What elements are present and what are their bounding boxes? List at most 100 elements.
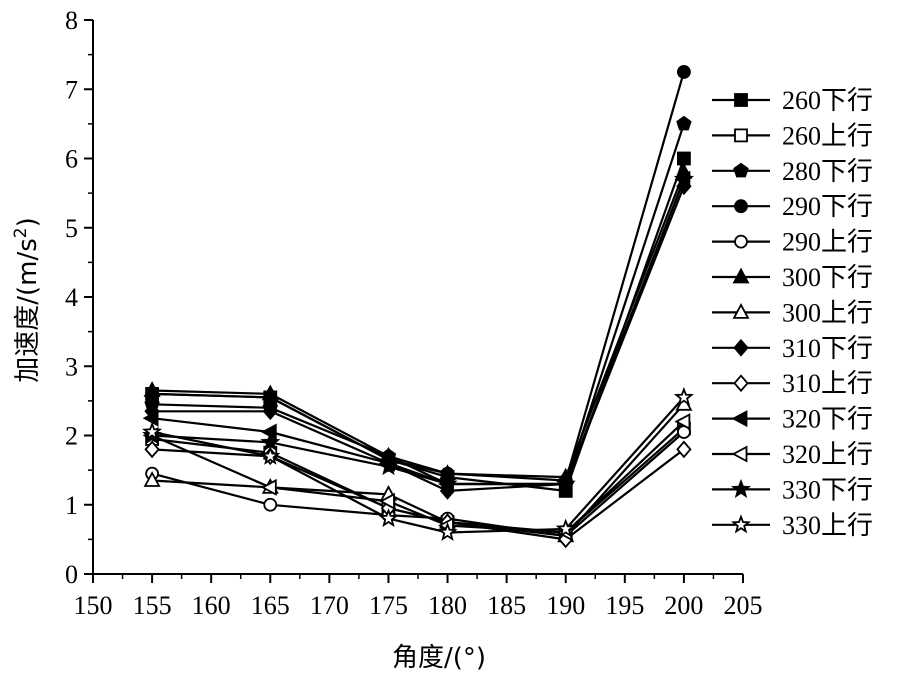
data-point: [673, 168, 694, 188]
y-tick-label: 7: [65, 75, 78, 104]
series-line: [151, 420, 685, 534]
y-tick-label: 2: [65, 422, 78, 451]
series-line: [152, 172, 685, 479]
legend-label: 300上行: [782, 298, 873, 327]
series-6: [143, 163, 693, 484]
series-line: [152, 448, 685, 541]
legend-item: 310下行: [712, 334, 873, 363]
data-point: [555, 518, 576, 538]
data-point: [142, 409, 159, 427]
legend-label: 330上行: [782, 511, 873, 540]
legend-label: 290上行: [782, 228, 873, 257]
series-line: [152, 178, 685, 486]
legend-marker: [733, 162, 749, 178]
x-tick-label: 175: [369, 591, 408, 620]
data-point: [378, 508, 399, 528]
legend-marker: [731, 445, 748, 463]
legend-item: 290下行: [712, 192, 873, 221]
legend-item: 320下行: [712, 405, 873, 434]
data-point: [143, 381, 161, 397]
data-point: [379, 492, 395, 510]
data-point: [437, 473, 458, 493]
x-tick-label: 165: [251, 591, 290, 620]
legend: 260下行 260上行 280下行 290下行 290上行 300下行 300上行 310下行…: [712, 86, 873, 540]
data-point: [142, 421, 163, 441]
series-12: [142, 168, 694, 493]
y-tick-label: 5: [65, 214, 78, 243]
data-point: [143, 471, 161, 487]
series-layer: [142, 65, 694, 549]
series-13: [142, 386, 694, 541]
data-point: [674, 413, 691, 431]
legend-marker: [734, 128, 748, 143]
series-line: [152, 71, 685, 482]
legend-item: 300上行: [712, 298, 873, 327]
y-tick-label: 1: [65, 491, 78, 520]
legend-label: 260下行: [782, 86, 873, 115]
data-point: [676, 440, 692, 459]
series-line: [151, 431, 685, 538]
legend-marker: [731, 478, 751, 498]
data-point: [555, 473, 576, 493]
legend-item: 330上行: [712, 511, 873, 540]
series-1: [145, 151, 691, 498]
legend-item: 300下行: [712, 263, 873, 292]
legend-marker: [731, 514, 751, 534]
data-point: [262, 402, 278, 421]
series-3: [144, 115, 692, 491]
legend-item: 260下行: [712, 86, 873, 115]
y-tick-label: 4: [65, 283, 78, 312]
y-axis-title-sup: 2: [11, 227, 31, 238]
legend-item: 330下行: [712, 475, 873, 504]
data-point: [260, 445, 281, 465]
legend-label: 320上行: [782, 440, 873, 469]
legend-item: 290上行: [712, 228, 873, 257]
legend-item: 310上行: [712, 369, 873, 398]
series-line: [152, 185, 685, 492]
legend-label: 300下行: [782, 263, 873, 292]
x-tick-label: 200: [664, 591, 703, 620]
data-point: [437, 521, 458, 541]
y-tick-label: 8: [65, 6, 78, 35]
legend-marker: [732, 303, 750, 319]
y-axis-title-main: 加速度/(m/s: [13, 238, 43, 383]
data-point: [263, 497, 278, 512]
x-tick-label: 195: [605, 591, 644, 620]
legend-marker: [733, 338, 749, 357]
data-point: [673, 386, 694, 406]
legend-item: 260上行: [712, 121, 873, 150]
x-tick-label: 190: [546, 591, 585, 620]
x-tick-label: 150: [74, 591, 113, 620]
x-tick-label: 160: [192, 591, 231, 620]
series-8: [144, 177, 692, 500]
series-4: [145, 65, 691, 488]
legend-label: 330下行: [782, 475, 873, 504]
y-tick-label: 6: [65, 145, 78, 174]
y-axis-title: 加速度/(m/s2): [11, 217, 43, 383]
legend-item: 280下行: [712, 157, 873, 186]
series-line: [152, 123, 685, 486]
x-axis-title: 角度/(°): [392, 643, 486, 673]
data-point: [144, 440, 160, 459]
legend-marker: [731, 410, 748, 428]
legend-label: 280下行: [782, 157, 873, 186]
y-tick-label: 3: [65, 352, 78, 381]
legend-label: 310下行: [782, 334, 873, 363]
legend-marker: [734, 93, 748, 107]
x-tick-label: 155: [133, 591, 172, 620]
x-tick-label: 185: [487, 591, 526, 620]
legend-label: 320下行: [782, 405, 873, 434]
axes-layer: 150 155 160 165 170 175 180 185 190 195 200 205 0 1 2 3…: [65, 6, 763, 620]
data-point: [261, 384, 279, 401]
legend-label: 310上行: [782, 369, 873, 398]
y-tick-label: 0: [65, 560, 78, 589]
legend-item: 320上行: [712, 440, 873, 469]
legend-marker: [734, 234, 748, 249]
legend-marker: [734, 199, 748, 214]
y-axis-title-close: ): [13, 217, 43, 227]
series-line: [151, 178, 685, 486]
legend-marker: [733, 374, 749, 393]
legend-label: 290下行: [782, 192, 873, 221]
series-line: [151, 396, 685, 534]
legend-label: 260上行: [782, 121, 873, 150]
